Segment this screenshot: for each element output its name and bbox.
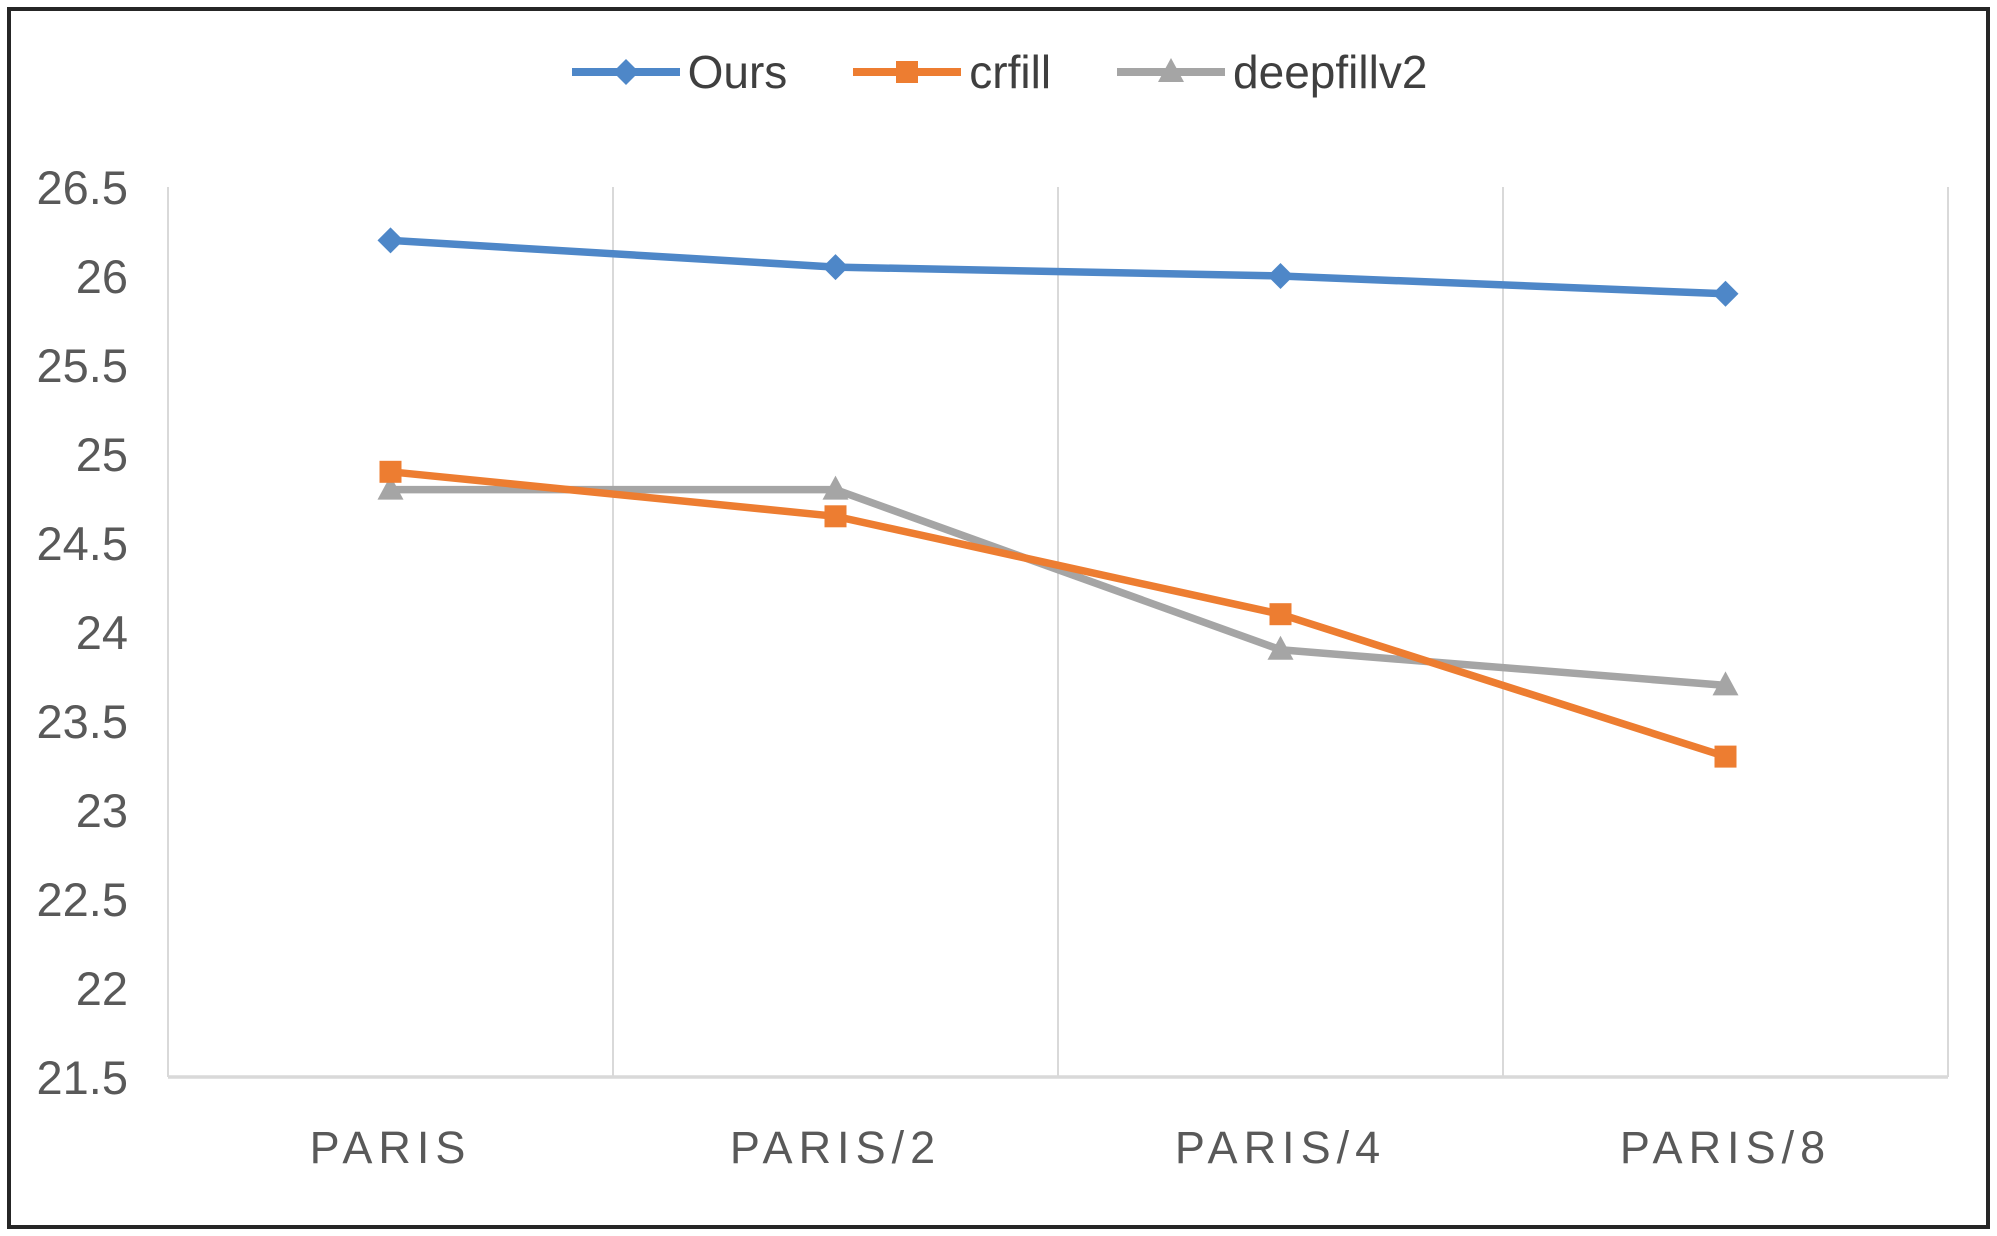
- y-tick-label: 21.5: [37, 1051, 128, 1104]
- y-tick-label: 24: [76, 606, 128, 659]
- y-tick-label: 23.5: [37, 695, 128, 748]
- diamond-legend-marker-icon: [571, 59, 680, 85]
- series-marker-ours: [1267, 263, 1294, 289]
- x-tick-label: PARIS/2: [730, 1122, 941, 1173]
- y-tick-label: 26: [76, 250, 128, 303]
- series-marker-deepfillv2: [822, 475, 849, 500]
- series-marker-deepfillv2: [1267, 635, 1294, 660]
- series-marker-deepfillv2: [377, 475, 404, 500]
- series-marker-crfill: [379, 460, 402, 483]
- y-tick-label: 25.5: [37, 339, 128, 392]
- y-tick-label: 25: [76, 428, 128, 481]
- chart-legend: Ours crfill deepfillv2: [11, 49, 1986, 95]
- x-tick-label: PARIS: [310, 1122, 472, 1173]
- series-marker-ours: [1712, 280, 1739, 307]
- legend-item-deepfillv2: deepfillv2: [1115, 49, 1427, 95]
- series-marker-deepfillv2: [1712, 671, 1739, 696]
- series-marker-ours: [377, 227, 404, 254]
- legend-label: crfill: [969, 46, 1052, 98]
- series-line-crfill: [390, 468, 1727, 761]
- y-tick-label: 22: [76, 962, 128, 1015]
- legend-label: deepfillv2: [1233, 46, 1428, 98]
- series-line-deepfillv2: [390, 485, 1726, 690]
- series-marker-ours: [822, 254, 849, 281]
- legend-label: Ours: [687, 46, 788, 98]
- triangle-legend-marker-icon: [1117, 58, 1226, 82]
- series-marker-crfill: [1269, 603, 1292, 626]
- y-tick-label: 26.5: [37, 161, 128, 214]
- series-marker-crfill: [1714, 745, 1737, 768]
- square-legend-marker-icon: [853, 61, 962, 83]
- y-tick-label: 22.5: [37, 873, 128, 926]
- x-tick-label: PARIS/8: [1620, 1122, 1831, 1173]
- series-line-ours: [390, 236, 1726, 298]
- y-tick-label: 24.5: [37, 517, 128, 570]
- legend-item-ours: Ours: [570, 46, 788, 98]
- legend-item-crfill: crfill: [851, 49, 1051, 95]
- series-marker-crfill: [824, 505, 847, 528]
- x-tick-label: PARIS/4: [1175, 1122, 1386, 1173]
- y-tick-label: 23: [76, 784, 128, 837]
- figure-border: Ours crfill deepfillv2: [7, 7, 1990, 1229]
